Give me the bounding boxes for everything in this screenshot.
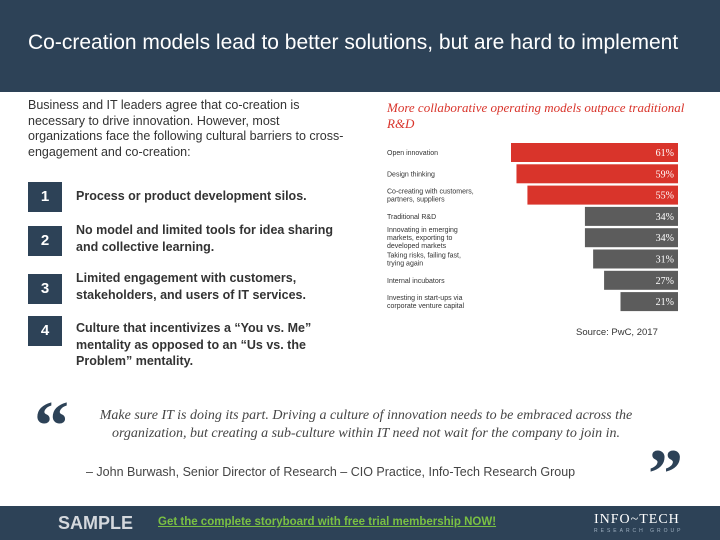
header-bar: Co-creation models lead to better soluti…	[0, 0, 720, 92]
chart-data-label: 27%	[656, 276, 674, 287]
chart-bar	[511, 143, 678, 162]
barrier-number-badge: 4	[28, 316, 62, 346]
chart-data-label: 61%	[656, 148, 674, 159]
chart-category-label: Internal incubators	[387, 278, 445, 285]
chart-data-label: 31%	[656, 255, 674, 266]
chart-category-label: Design thinking	[387, 171, 435, 178]
barrier-number-badge: 2	[28, 226, 62, 256]
chart-source: Source: PwC, 2017	[576, 327, 658, 338]
chart-data-label: 34%	[656, 233, 674, 244]
chart-data-label: 55%	[656, 191, 674, 202]
barrier-number-badge: 1	[28, 182, 62, 212]
barrier-item-1: 1 Process or product development silos.	[28, 182, 348, 222]
chart-category-label: Open innovation	[387, 150, 438, 157]
page-title: Co-creation models lead to better soluti…	[28, 31, 679, 54]
chart-category-label: Investing in start-ups via corporate vent…	[387, 295, 464, 310]
barrier-text: Limited engagement with customers, stake…	[76, 271, 306, 302]
chart-title: More collaborative operating models outp…	[387, 100, 685, 131]
bar-chart: 61% Open innovation 59% Design thinking 55% C…	[387, 143, 678, 312]
barrier-item-4: 4 Culture that incentivizes a “You vs. M…	[28, 316, 348, 368]
chart-category-label: Co-creating with customers, partners, sup…	[387, 189, 474, 204]
chart-bar	[584, 206, 678, 226]
chart-category-label: Taking risks, failing fast, trying again	[387, 253, 461, 268]
barrier-text: Process or product development silos.	[76, 189, 307, 203]
quote-attribution: – John Burwash, Senior Director of Resea…	[86, 465, 576, 479]
chart-bar	[527, 185, 678, 205]
chart-category-label: Innovating in emerging markets, exporting…	[387, 227, 458, 250]
barrier-item-3: 3 Limited engagement with customers, sta…	[28, 271, 348, 314]
sample-label: SAMPLE	[58, 513, 134, 533]
chart-bar	[620, 292, 678, 312]
chart-bar	[584, 228, 678, 248]
barrier-number-badge: 3	[28, 274, 62, 304]
chart-data-label: 59%	[656, 169, 674, 180]
close-quote-icon: ”	[648, 436, 683, 513]
chart-bar	[516, 164, 678, 184]
trial-membership-link[interactable]: Get the complete storyboard with free tr…	[158, 516, 497, 528]
barrier-text: Culture that incentivizes a “You vs. Me”…	[76, 321, 312, 368]
open-quote-icon: “	[34, 388, 69, 465]
chart-bar	[604, 270, 678, 290]
chart-data-label: 21%	[656, 297, 674, 308]
info-tech-logo: INFO~TECH RESEARCH GROUP	[594, 512, 684, 534]
intro-text: Business and IT leaders agree that co-cr…	[28, 98, 344, 159]
chart-bar	[593, 249, 678, 269]
quote-text: Make sure IT is doing its part. Driving …	[99, 408, 633, 441]
barrier-text: No model and limited tools for idea shar…	[76, 223, 333, 254]
barrier-item-2: 2 No model and limited tools for idea sh…	[28, 223, 348, 266]
chart-category-label: Traditional R&D	[387, 214, 436, 221]
footer-bar: SAMPLE Get the complete storyboard with …	[0, 506, 720, 540]
chart-data-label: 34%	[656, 212, 674, 223]
